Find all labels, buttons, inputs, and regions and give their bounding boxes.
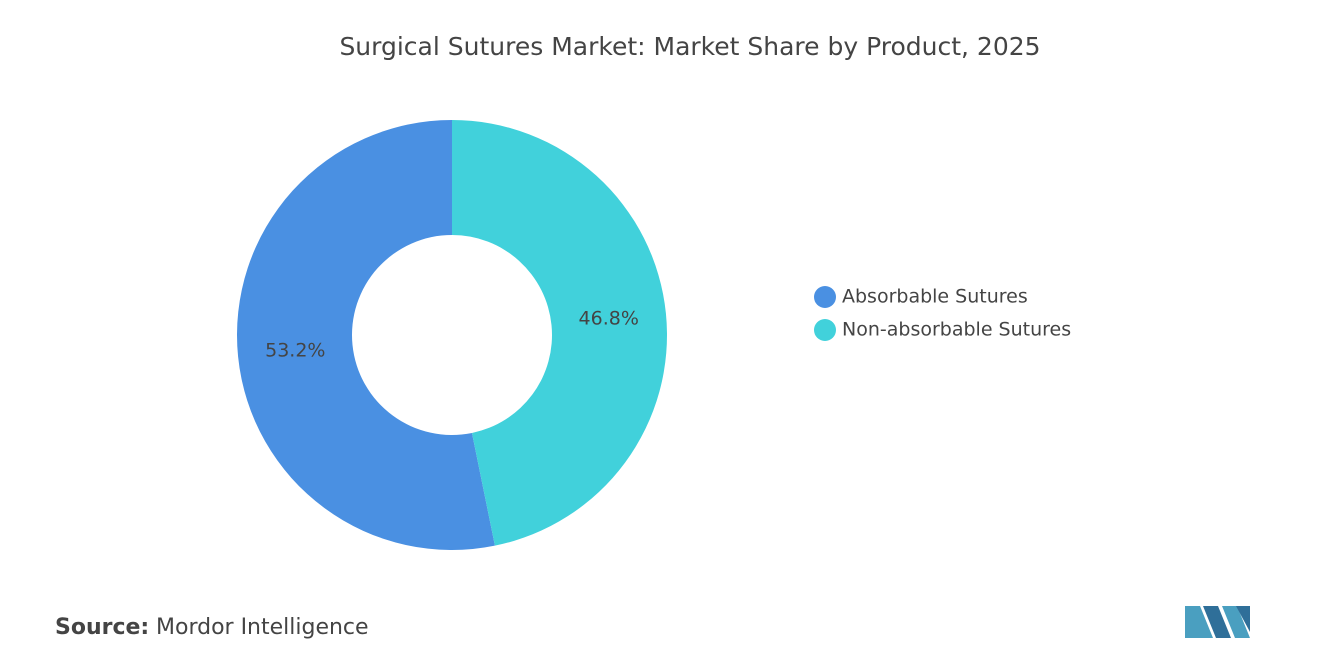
logo [1185,606,1250,638]
legend-marker [814,319,836,341]
logo-shape [1222,606,1250,638]
legend: Absorbable Sutures Non-absorbable Sutures [814,286,1071,341]
logo-shape [1203,606,1231,638]
legend-label: Absorbable Sutures [842,286,1028,308]
legend-label: Non-absorbable Sutures [842,319,1071,341]
slice [452,120,667,546]
data-label: 53.2% [265,339,325,361]
source: Mordor Intelligence [156,615,369,640]
chart-title: Surgical Sutures Market: Market Share by… [339,32,1040,61]
data-label: 46.8% [579,308,639,330]
source-label: Source: [55,615,149,640]
logo-shape [1236,606,1250,632]
legend-marker [814,286,836,308]
slice [236,120,495,550]
logo-shape [1185,606,1213,638]
plot: 53.2% 46.8% [236,120,667,550]
